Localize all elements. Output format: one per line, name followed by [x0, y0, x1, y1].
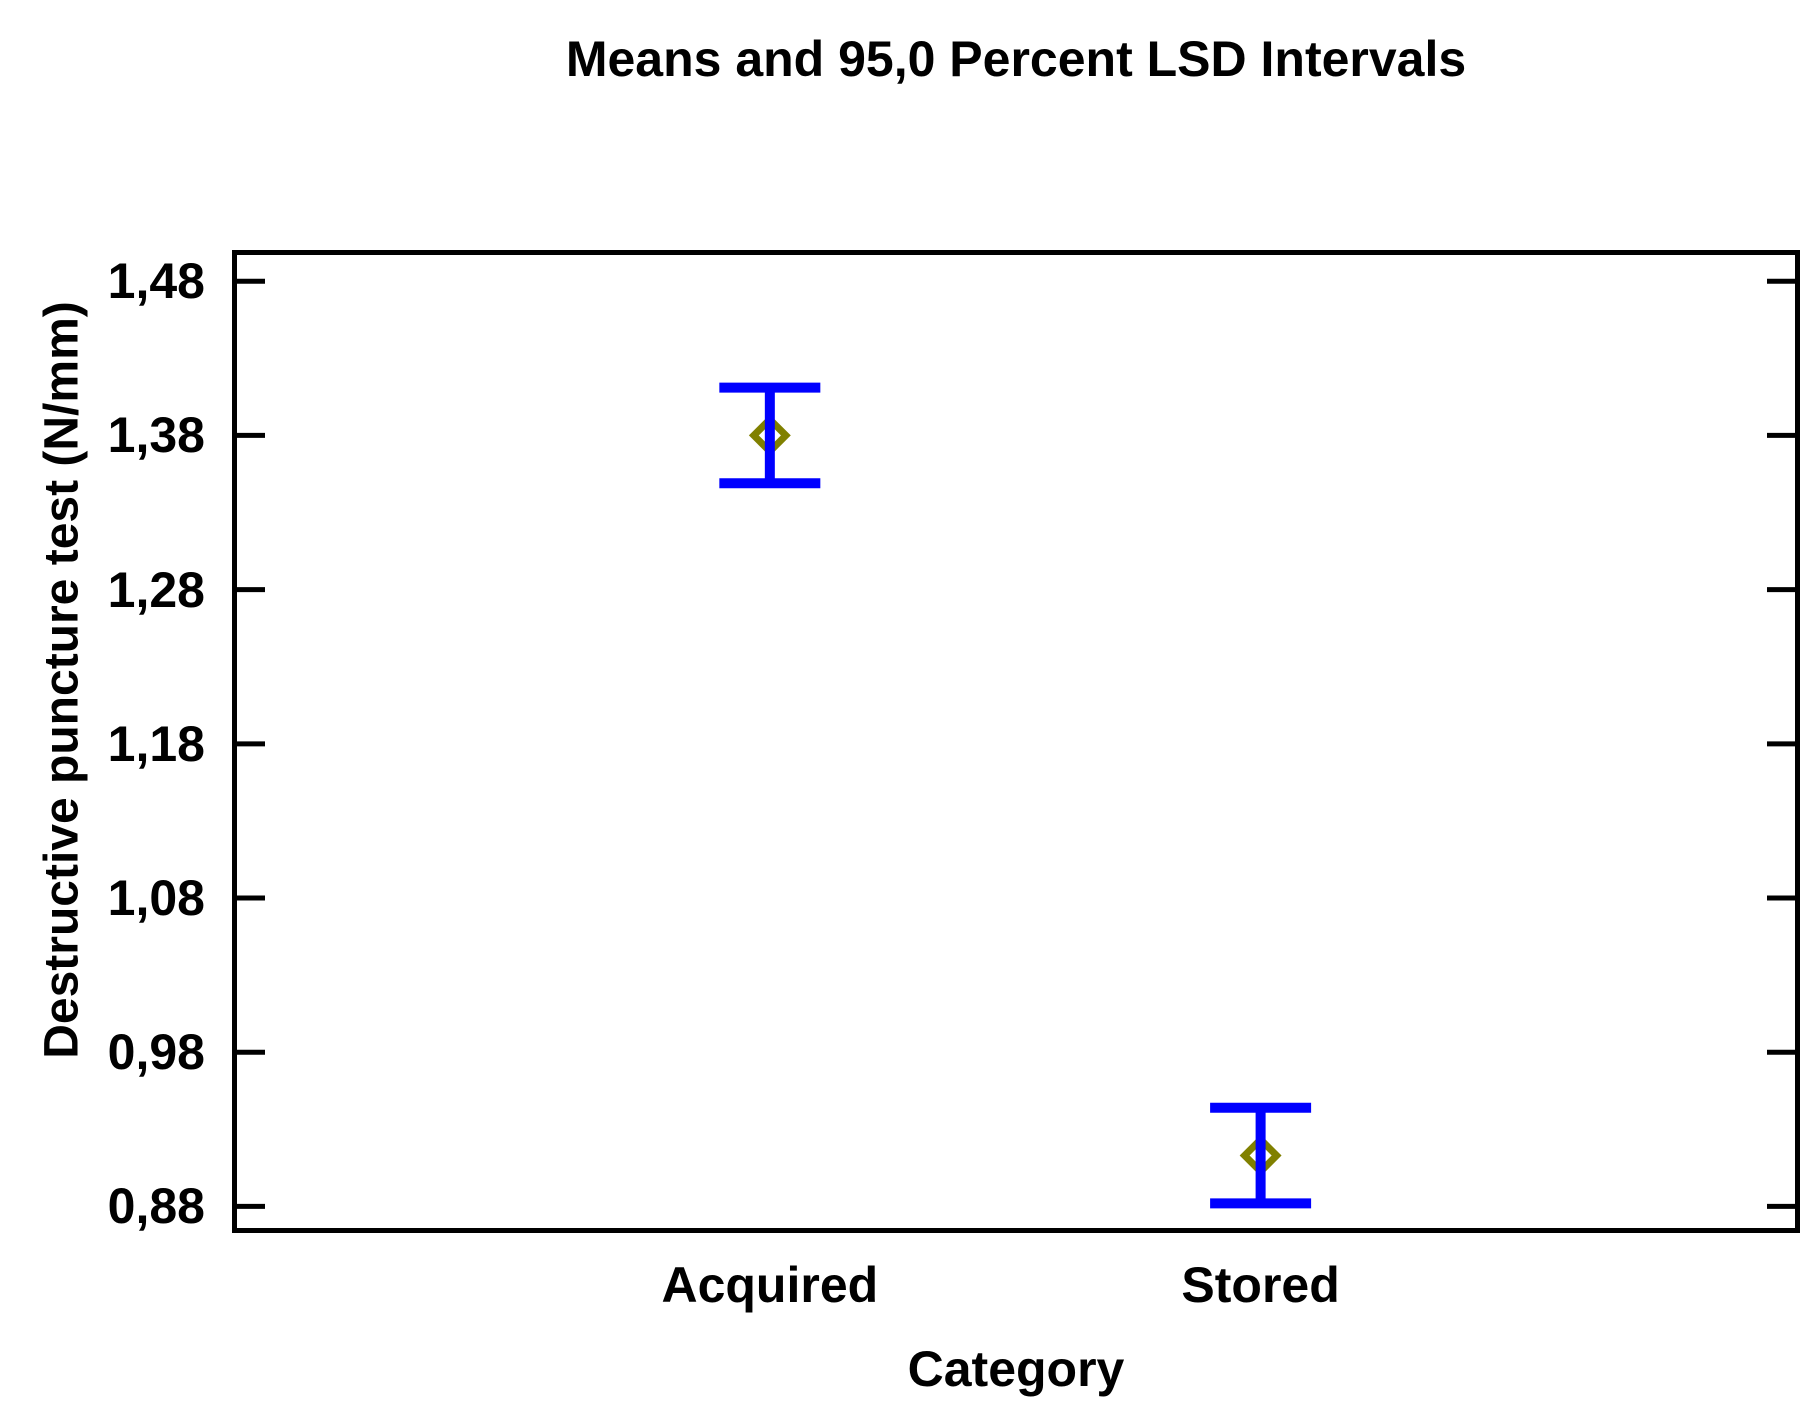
y-tick-label: 0,88 — [107, 1178, 205, 1235]
x-axis-title: Category — [907, 1341, 1125, 1397]
y-tick-label: 1,48 — [107, 253, 205, 310]
y-tick-label: 1,28 — [107, 561, 205, 618]
y-tick-label: 1,18 — [107, 715, 205, 772]
y-tick-label: 0,98 — [107, 1024, 205, 1081]
plot-canvas — [237, 278, 1795, 1209]
chart-title: Means and 95,0 Percent LSD Intervals — [565, 31, 1467, 87]
x-tick-label-stored: Stored — [1181, 1257, 1340, 1313]
x-tick-label-acquired: Acquired — [661, 1257, 879, 1313]
plot-area — [232, 250, 1800, 1233]
y-tick-label: 1,38 — [107, 407, 205, 464]
y-tick-label: 1,08 — [107, 870, 205, 926]
